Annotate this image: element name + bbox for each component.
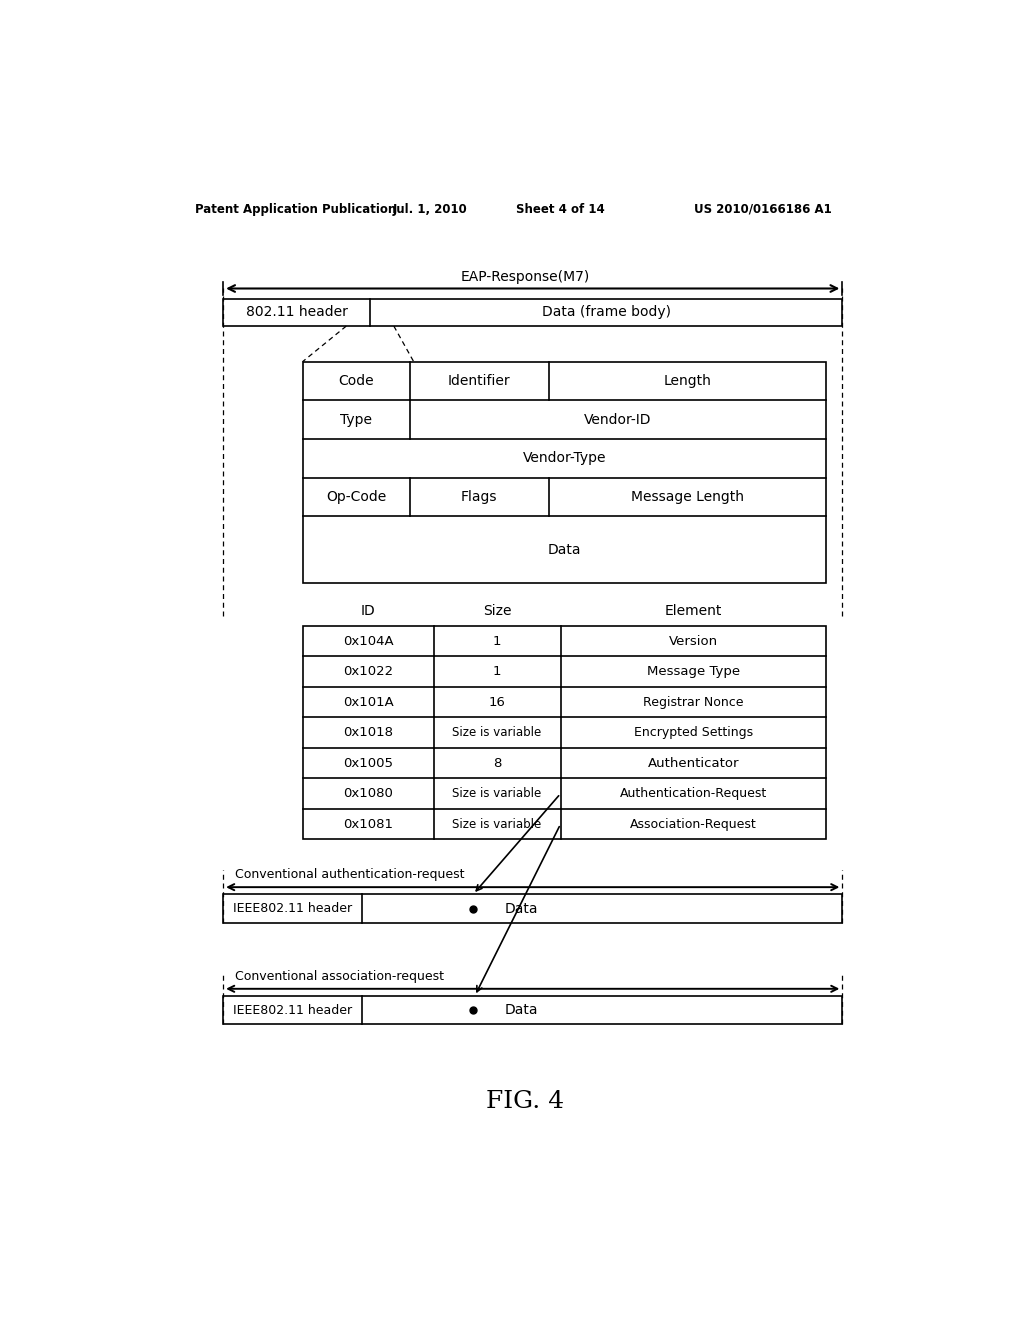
Text: Element: Element (665, 603, 722, 618)
Text: Length: Length (664, 374, 712, 388)
Text: Authentication-Request: Authentication-Request (620, 787, 767, 800)
Text: Conventional association-request: Conventional association-request (236, 970, 444, 983)
Text: 0x1080: 0x1080 (343, 787, 393, 800)
Text: 1: 1 (493, 635, 502, 648)
Text: Patent Application Publication: Patent Application Publication (196, 203, 396, 215)
Text: 802.11 header: 802.11 header (246, 305, 347, 319)
Text: Version: Version (669, 635, 718, 648)
Text: US 2010/0166186 A1: US 2010/0166186 A1 (694, 203, 831, 215)
Text: 8: 8 (493, 756, 501, 770)
Text: Size is variable: Size is variable (453, 787, 542, 800)
FancyBboxPatch shape (223, 894, 842, 923)
Text: 0x1022: 0x1022 (343, 665, 393, 678)
Text: Vendor-ID: Vendor-ID (585, 413, 652, 426)
Text: Size is variable: Size is variable (453, 726, 542, 739)
Text: Vendor-Type: Vendor-Type (522, 451, 606, 465)
Text: Size is variable: Size is variable (453, 817, 542, 830)
Text: Data: Data (548, 543, 582, 557)
Text: IEEE802.11 header: IEEE802.11 header (233, 902, 352, 915)
Text: Flags: Flags (461, 490, 498, 504)
Text: Data: Data (505, 902, 539, 916)
Text: Sheet 4 of 14: Sheet 4 of 14 (516, 203, 605, 215)
Text: EAP-Response(M7): EAP-Response(M7) (460, 271, 590, 284)
Text: Registrar Nonce: Registrar Nonce (643, 696, 743, 709)
Text: FIG. 4: FIG. 4 (485, 1090, 564, 1113)
Text: Association-Request: Association-Request (630, 817, 757, 830)
FancyBboxPatch shape (303, 626, 826, 840)
Text: IEEE802.11 header: IEEE802.11 header (233, 1003, 352, 1016)
FancyBboxPatch shape (303, 362, 826, 583)
Text: Message Length: Message Length (631, 490, 744, 504)
Text: Conventional authentication-request: Conventional authentication-request (236, 869, 465, 882)
FancyBboxPatch shape (223, 298, 842, 326)
Text: 16: 16 (488, 696, 506, 709)
Text: Type: Type (340, 413, 372, 426)
Text: Data (frame body): Data (frame body) (542, 305, 671, 319)
Text: ID: ID (360, 603, 376, 618)
Text: 0x1081: 0x1081 (343, 817, 393, 830)
Text: Identifier: Identifier (447, 374, 511, 388)
Text: Op-Code: Op-Code (326, 490, 386, 504)
Text: 0x104A: 0x104A (343, 635, 393, 648)
Text: 0x1005: 0x1005 (343, 756, 393, 770)
Text: Code: Code (338, 374, 374, 388)
Text: Size: Size (482, 603, 511, 618)
FancyBboxPatch shape (223, 995, 842, 1024)
Text: Authenticator: Authenticator (648, 756, 739, 770)
Text: Jul. 1, 2010: Jul. 1, 2010 (392, 203, 467, 215)
Text: Message Type: Message Type (647, 665, 740, 678)
Text: 0x1018: 0x1018 (343, 726, 393, 739)
Text: 0x101A: 0x101A (343, 696, 393, 709)
Text: Data: Data (505, 1003, 539, 1018)
Text: 1: 1 (493, 665, 502, 678)
Text: Encrypted Settings: Encrypted Settings (634, 726, 753, 739)
